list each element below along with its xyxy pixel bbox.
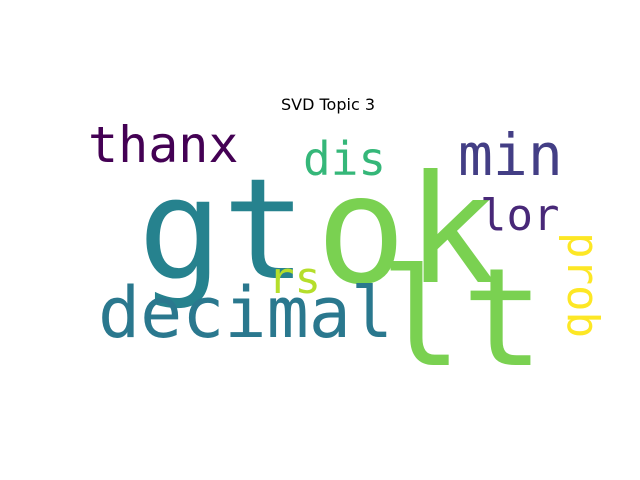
word-lor: lor: [480, 190, 559, 241]
word-gt: gt: [138, 149, 307, 312]
word-min: min: [458, 121, 563, 189]
chart-title: SVD Topic 3: [281, 95, 375, 114]
word-ok: ok: [316, 144, 497, 318]
word-prob: prob: [557, 232, 608, 338]
word-dis: dis: [303, 132, 386, 186]
word-lt: lt: [380, 240, 544, 398]
word-rs: rs: [268, 253, 321, 304]
word-thanx: thanx: [88, 116, 239, 174]
word-decimal: decimal: [98, 272, 393, 354]
